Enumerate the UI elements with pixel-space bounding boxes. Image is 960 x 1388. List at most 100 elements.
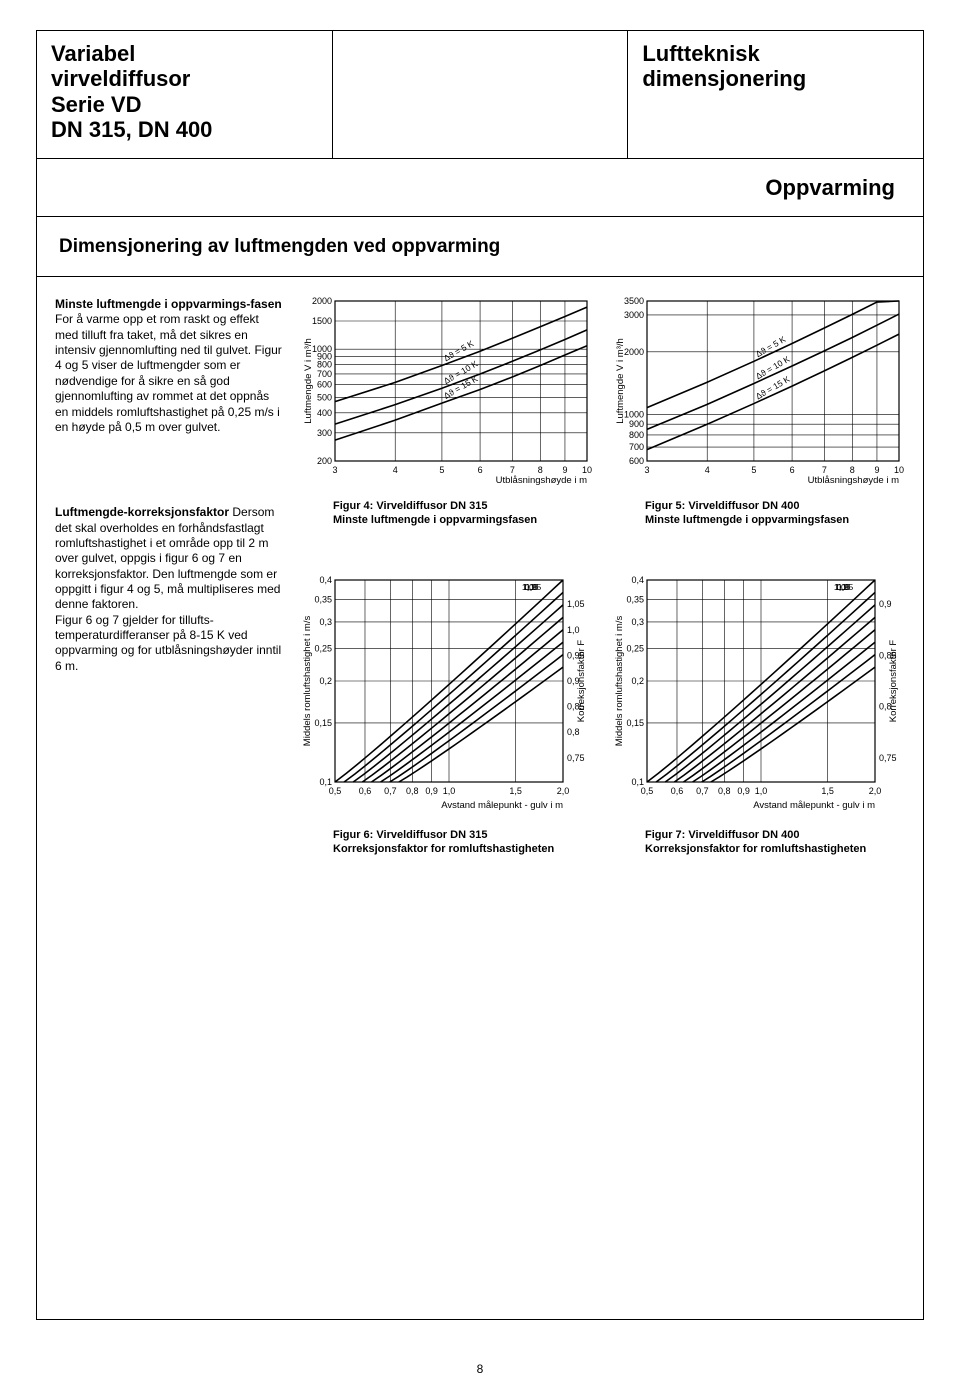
svg-text:600: 600 [629,456,644,466]
svg-text:3: 3 [332,465,337,475]
fig7-caption: Figur 7: Virveldiffusor DN 400 Korreksjo… [645,828,905,857]
page-number: 8 [477,1362,484,1376]
svg-text:7: 7 [510,465,515,475]
svg-text:0,95: 0,95 [525,582,542,592]
svg-text:4: 4 [705,465,710,475]
svg-text:0,9: 0,9 [737,786,750,796]
svg-text:2,0: 2,0 [557,786,570,796]
svg-text:2,0: 2,0 [869,786,882,796]
header-left-title: Variabel virveldiffusor Serie VD DN 315,… [51,41,318,142]
svg-text:Middels romluftshastighet i m/: Middels romluftshastighet i m/s [302,615,313,746]
section-title: Dimensjonering av luftmengden ved oppvar… [59,236,500,258]
bottom-chart-row: 0,10,150,20,250,30,350,40,50,60,70,80,91… [299,576,905,857]
svg-text:8: 8 [538,465,543,475]
header-right-title: Luftteknisk dimensjonering [642,41,909,92]
fig7-caption-l1: Figur 7: Virveldiffusor DN 400 [645,829,799,841]
svg-text:0,35: 0,35 [626,594,644,604]
sub-header: Oppvarming [37,159,923,217]
svg-text:0,5: 0,5 [329,786,342,796]
svg-text:0,8: 0,8 [406,786,419,796]
page-frame: Variabel virveldiffusor Serie VD DN 315,… [36,30,924,1320]
svg-text:700: 700 [317,369,332,379]
fig4-caption: Figur 4: Virveldiffusor DN 315 Minste lu… [333,499,593,528]
svg-text:2000: 2000 [624,347,644,357]
svg-text:0,9: 0,9 [879,599,892,609]
svg-text:0,3: 0,3 [631,617,644,627]
svg-text:0,8: 0,8 [718,786,731,796]
svg-text:Korreksjonsfaktor F: Korreksjonsfaktor F [576,639,587,722]
fig7-cell: 0,10,150,20,250,30,350,40,50,60,70,80,91… [611,576,905,857]
header-right: Luftteknisk dimensjonering [628,31,923,158]
svg-text:4: 4 [393,465,398,475]
svg-text:1500: 1500 [312,316,332,326]
para1: Minste luftmengde i oppvarmings-fasen Fo… [55,297,285,435]
svg-text:1,5: 1,5 [821,786,834,796]
svg-text:Utblåsningshøyde i m: Utblåsningshøyde i m [808,475,899,486]
svg-text:Avstand målepunkt - gulv i m: Avstand målepunkt - gulv i m [753,800,875,811]
right-column: 2003004005006007008009001000150020003456… [299,297,905,856]
svg-text:Avstand målepunkt - gulv i m: Avstand målepunkt - gulv i m [441,800,563,811]
svg-text:9: 9 [874,465,879,475]
fig6-caption-l2: Korreksjonsfaktor for romluftshastighete… [333,843,554,855]
svg-text:3: 3 [644,465,649,475]
fig7-caption-l2: Korreksjonsfaktor for romluftshastighete… [645,843,866,855]
svg-text:0,15: 0,15 [626,718,644,728]
para2-title: Luftmengde-korreksjonsfaktor [55,505,229,519]
svg-text:0,7: 0,7 [696,786,709,796]
svg-text:5: 5 [439,465,444,475]
header-row: Variabel virveldiffusor Serie VD DN 315,… [37,31,923,159]
svg-text:0,95: 0,95 [837,582,854,592]
svg-text:200: 200 [317,456,332,466]
svg-text:0,25: 0,25 [626,643,644,653]
svg-text:0,25: 0,25 [314,643,332,653]
svg-text:1000: 1000 [312,344,332,354]
svg-text:800: 800 [629,430,644,440]
svg-text:0,7: 0,7 [384,786,397,796]
para2-body: Dersom det skal overholdes en forhåndsfa… [55,505,281,673]
para2: Luftmengde-korreksjonsfaktor Dersom det … [55,505,285,674]
svg-text:10: 10 [582,465,592,475]
fig5-caption-l1: Figur 5: Virveldiffusor DN 400 [645,500,799,512]
svg-text:0,35: 0,35 [314,594,332,604]
svg-text:1,5: 1,5 [509,786,522,796]
fig5-caption: Figur 5: Virveldiffusor DN 400 Minste lu… [645,499,905,528]
left-column: Minste luftmengde i oppvarmings-fasen Fo… [55,297,285,856]
fig4-cell: 2003004005006007008009001000150020003456… [299,297,593,528]
svg-text:1,05: 1,05 [567,599,585,609]
fig4-caption-l2: Minste luftmengde i oppvarmingsfasen [333,514,537,526]
svg-text:9: 9 [562,465,567,475]
svg-text:0,3: 0,3 [319,617,332,627]
svg-text:5: 5 [751,465,756,475]
svg-text:Luftmengde V i m³/h: Luftmengde V i m³/h [303,338,314,424]
svg-text:1,0: 1,0 [567,624,580,634]
para1-title: Minste luftmengde i oppvarmings-fasen [55,297,282,311]
svg-text:0,6: 0,6 [671,786,684,796]
svg-text:0,5: 0,5 [641,786,654,796]
svg-text:600: 600 [317,380,332,390]
content: Minste luftmengde i oppvarmings-fasen Fo… [37,277,923,856]
svg-text:0,75: 0,75 [567,752,585,762]
svg-text:1,0: 1,0 [755,786,768,796]
svg-text:Korreksjonsfaktor F: Korreksjonsfaktor F [888,639,899,722]
svg-text:0,8: 0,8 [567,727,580,737]
fig4-caption-l1: Figur 4: Virveldiffusor DN 315 [333,500,487,512]
svg-text:6: 6 [790,465,795,475]
fig4-chart: 2003004005006007008009001000150020003456… [299,297,593,487]
fig6-chart: 0,10,150,20,250,30,350,40,50,60,70,80,91… [299,576,593,816]
svg-text:3500: 3500 [624,297,644,306]
sub-header-text: Oppvarming [765,175,895,201]
fig7-chart: 0,10,150,20,250,30,350,40,50,60,70,80,91… [611,576,905,816]
svg-text:0,2: 0,2 [631,676,644,686]
svg-text:10: 10 [894,465,904,475]
svg-text:0,9: 0,9 [425,786,438,796]
fig5-caption-l2: Minste luftmengde i oppvarmingsfasen [645,514,849,526]
fig5-chart: 6007008009001000200030003500345678910Δϑ … [611,297,905,487]
svg-text:0,4: 0,4 [319,576,332,585]
svg-text:6: 6 [478,465,483,475]
fig6-cell: 0,10,150,20,250,30,350,40,50,60,70,80,91… [299,576,593,857]
top-chart-row: 2003004005006007008009001000150020003456… [299,297,905,528]
svg-text:900: 900 [629,419,644,429]
svg-text:1000: 1000 [624,410,644,420]
fig5-cell: 6007008009001000200030003500345678910Δϑ … [611,297,905,528]
svg-text:7: 7 [822,465,827,475]
